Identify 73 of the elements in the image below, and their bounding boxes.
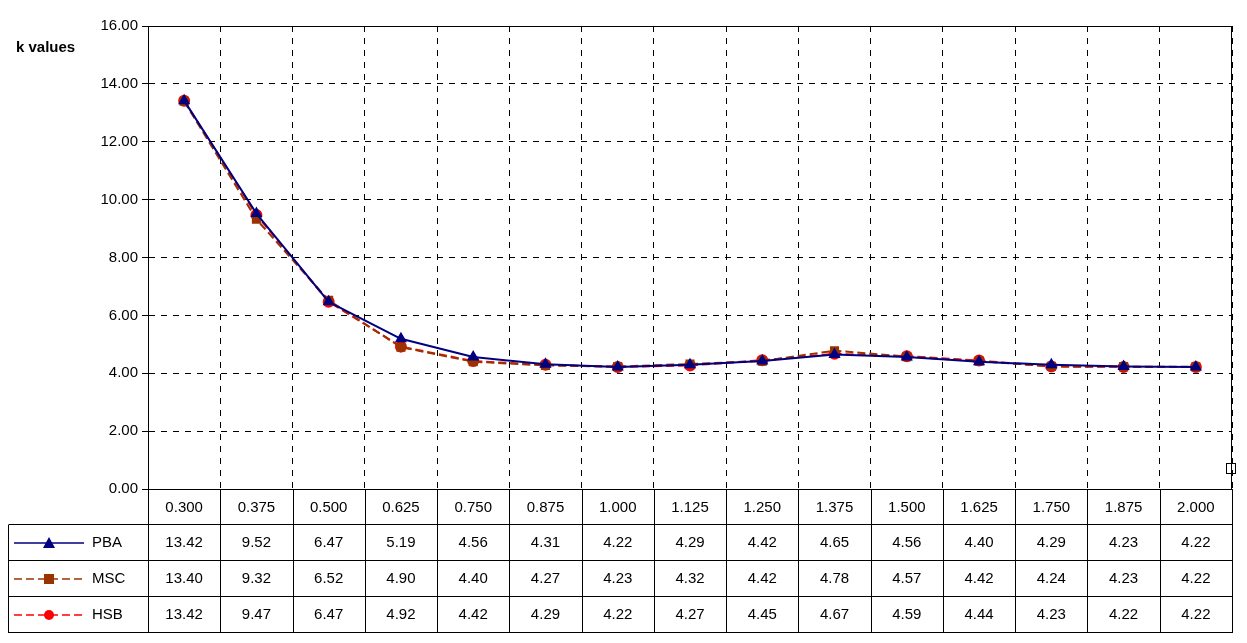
data-label: 13.40 [165, 569, 203, 587]
data-label: 9.32 [241, 569, 271, 587]
data-label: 4.29 [1036, 533, 1066, 551]
data-label: 4.42 [458, 605, 488, 623]
legend-label: HSB [92, 605, 123, 623]
data-label: 4.44 [964, 605, 994, 623]
data-label: 5.19 [386, 533, 416, 551]
data-label: 4.24 [1036, 569, 1066, 587]
data-label: 4.32 [675, 569, 705, 587]
data-label: 4.27 [530, 569, 561, 587]
x-tick-label: 2.000 [1177, 498, 1215, 516]
data-label: 4.40 [964, 533, 994, 551]
data-label: 4.31 [530, 533, 561, 551]
x-tick-label: 0.375 [237, 498, 276, 516]
data-label: 4.40 [458, 569, 488, 587]
data-label: 4.42 [747, 533, 777, 551]
data-label: 4.29 [675, 533, 705, 551]
x-tick-label: 1.250 [743, 498, 782, 516]
y-tick-label: 8.00 [108, 247, 138, 265]
x-tick-label: 1.375 [815, 498, 854, 516]
x-tick-label: 0.750 [454, 498, 492, 516]
data-label: 4.42 [964, 569, 994, 587]
data-label: 4.27 [675, 605, 705, 623]
y-tick-label: 0.00 [108, 479, 138, 497]
y-tick-label: 6.00 [108, 305, 138, 323]
data-label: 6.52 [314, 569, 344, 587]
data-label: 4.23 [1109, 533, 1139, 551]
data-label: 13.42 [165, 533, 203, 551]
data-label: 4.29 [530, 605, 561, 623]
legend-label: PBA [92, 533, 123, 551]
legend-label: MSC [92, 569, 126, 587]
data-label: 9.47 [241, 605, 271, 623]
y-axis-title: k values [16, 38, 76, 56]
y-tick-label: 10.00 [100, 189, 138, 207]
data-label: 4.45 [747, 605, 777, 623]
data-label: 4.42 [747, 569, 777, 587]
y-tick-label: 4.00 [108, 363, 138, 381]
data-label: 4.78 [819, 569, 850, 587]
x-tick-label: 1.625 [960, 498, 998, 516]
data-label: 4.56 [892, 533, 922, 551]
x-tick-label: 1.875 [1104, 498, 1143, 516]
data-label: 4.22 [603, 605, 633, 623]
data-label: 6.47 [314, 533, 344, 551]
y-tick-label: 12.00 [100, 131, 138, 149]
data-label: 4.90 [386, 569, 416, 587]
data-label: 4.23 [603, 569, 633, 587]
x-tick-label: 0.625 [382, 498, 420, 516]
data-label: 4.22 [1109, 605, 1139, 623]
data-label: 4.65 [819, 533, 850, 551]
data-label: 4.57 [892, 569, 922, 587]
y-tick-label: 16.00 [100, 16, 138, 34]
x-tick-label: 0.300 [165, 498, 203, 516]
data-label: 4.92 [386, 605, 416, 623]
x-tick-label: 0.500 [309, 498, 348, 516]
data-label: 9.52 [241, 533, 271, 551]
data-label: 4.67 [819, 605, 850, 623]
data-label: 13.42 [165, 605, 203, 623]
x-tick-label: 1.125 [671, 498, 709, 516]
data-label: 4.22 [603, 533, 633, 551]
data-label: 4.59 [892, 605, 922, 623]
y-tick-label: 14.00 [100, 74, 138, 92]
data-label: 4.56 [458, 533, 488, 551]
x-tick-label: 0.875 [526, 498, 565, 516]
x-tick-label: 1.000 [598, 498, 637, 516]
data-label: 4.23 [1109, 569, 1139, 587]
data-label: 4.22 [1181, 605, 1211, 623]
data-label: 4.22 [1181, 569, 1211, 587]
x-tick-label: 1.750 [1032, 498, 1071, 516]
x-tick-label: 1.500 [888, 498, 926, 516]
y-tick-label: 2.00 [108, 421, 138, 439]
data-label: 6.47 [314, 605, 344, 623]
data-label: 4.22 [1181, 533, 1211, 551]
data-label: 4.23 [1036, 605, 1066, 623]
